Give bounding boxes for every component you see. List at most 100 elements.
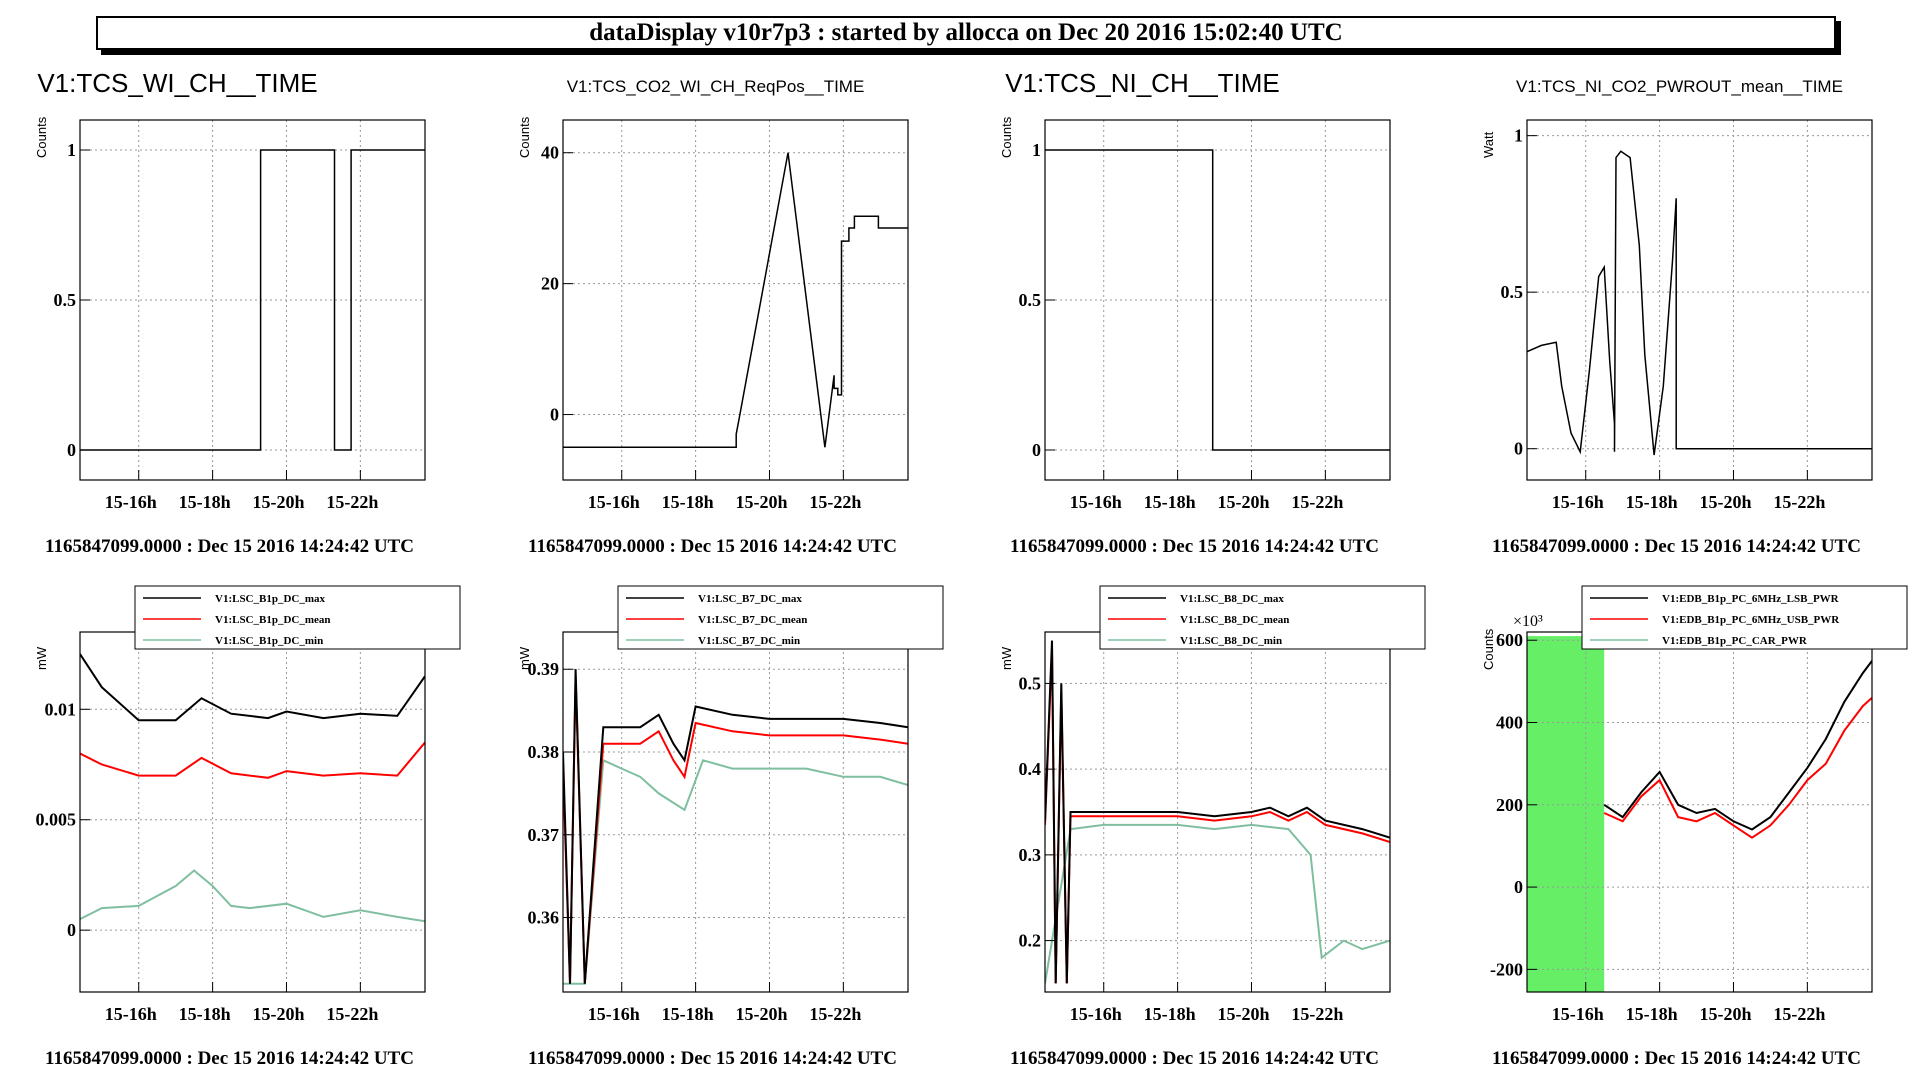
time-footer: 1165847099.0000 : Dec 15 2016 14:24:42 U… bbox=[528, 536, 897, 557]
time-footer: 1165847099.0000 : Dec 15 2016 14:24:42 U… bbox=[1492, 1048, 1861, 1069]
y-tick-label: 0.38 bbox=[528, 742, 560, 762]
time-footer: 1165847099.0000 : Dec 15 2016 14:24:42 U… bbox=[45, 1048, 414, 1069]
y-tick-label: 0.5 bbox=[1019, 673, 1042, 693]
x-tick-label: 15-20h bbox=[1217, 492, 1269, 512]
x-tick-label: 15-16h bbox=[588, 1004, 640, 1024]
series-group bbox=[1045, 149, 1390, 451]
y-tick-label: 0.3 bbox=[1019, 845, 1042, 865]
y-tick-label: 0.39 bbox=[528, 659, 560, 679]
y-exponent-label: ×10³ bbox=[1513, 613, 1543, 630]
y-axis-label: Counts bbox=[1481, 628, 1496, 670]
x-tick-label: 15-16h bbox=[588, 492, 640, 512]
y-tick-label: 0.36 bbox=[528, 908, 560, 928]
y-axis-label: Counts bbox=[999, 116, 1014, 158]
chart-panel-2: V1:TCS_CO2_WI_CH_ReqPos__TIME 0 20 40 15-16h… bbox=[517, 77, 909, 557]
chart-title: V1:TCS_CO2_WI_CH_ReqPos__TIME bbox=[567, 77, 865, 96]
x-tick-label: 15-18h bbox=[1144, 492, 1196, 512]
y-axis-label: mW bbox=[517, 646, 532, 670]
y-tick-label: 0.01 bbox=[45, 699, 77, 719]
y-tick-label: 0 bbox=[67, 440, 76, 460]
x-tick-label: 15-20h bbox=[735, 492, 787, 512]
series-group bbox=[563, 152, 908, 449]
y-axis-label: Watt bbox=[1481, 131, 1496, 158]
series-group bbox=[1045, 640, 1390, 984]
y-tick-label: 0 bbox=[550, 405, 559, 425]
x-tick-label: 15-20h bbox=[252, 492, 304, 512]
x-tick-label: 15-22h bbox=[809, 1004, 861, 1024]
y-tick-label: 1 bbox=[67, 140, 76, 160]
chart-title: V1:TCS_NI_CH__TIME bbox=[1005, 68, 1280, 98]
series-line-V1:LSC_B7_DC_max bbox=[563, 669, 908, 984]
x-tick-label: 15-16h bbox=[105, 492, 157, 512]
y-tick-label: 0 bbox=[1514, 877, 1523, 897]
y-tick-label: 20 bbox=[541, 274, 559, 294]
y-tick-label: 0.005 bbox=[36, 810, 77, 830]
x-tick-label: 15-20h bbox=[735, 1004, 787, 1024]
x-tick-label: 15-18h bbox=[662, 492, 714, 512]
x-tick-label: 15-20h bbox=[1699, 1004, 1751, 1024]
legend-entry: V1:LSC_B8_DC_mean bbox=[1180, 614, 1289, 626]
series-line-data bbox=[80, 149, 425, 451]
x-tick-label: 15-16h bbox=[1070, 1004, 1122, 1024]
series-group bbox=[1527, 150, 1872, 456]
x-tick-label: 15-18h bbox=[662, 1004, 714, 1024]
legend-entry: V1:LSC_B1p_DC_max bbox=[215, 593, 326, 605]
chart-title: V1:TCS_WI_CH__TIME bbox=[37, 68, 317, 98]
chart-title: V1:TCS_NI_CO2_PWROUT_mean__TIME bbox=[1516, 77, 1843, 96]
x-tick-label: 15-18h bbox=[1626, 492, 1678, 512]
y-tick-label: -200 bbox=[1490, 959, 1523, 979]
x-tick-label: 15-22h bbox=[326, 1004, 378, 1024]
y-tick-label: 1 bbox=[1032, 140, 1041, 160]
plot-frame bbox=[562, 631, 909, 993]
x-tick-label: 15-16h bbox=[1552, 492, 1604, 512]
chart-panel-5: 0 0.005 0.01 15-16h 15-18h 15-20h 15-22h mW 1165… bbox=[34, 585, 461, 1069]
legend-entry: V1:EDB_B1p_PC_6MHz_USB_PWR bbox=[1662, 614, 1840, 626]
y-tick-label: 0.4 bbox=[1019, 759, 1042, 779]
chart-panel-3: V1:TCS_NI_CH__TIME 0 0.5 1 15-16h 15-18h 15-20… bbox=[999, 68, 1391, 557]
series-line-V1:LSC_B1p_DC_min bbox=[80, 869, 425, 923]
legend-entry: V1:EDB_B1p_PC_CAR_PWR bbox=[1662, 635, 1808, 647]
time-footer: 1165847099.0000 : Dec 15 2016 14:24:42 U… bbox=[45, 536, 414, 557]
series-line-V1:LSC_B8_DC_min bbox=[1045, 823, 1390, 984]
x-tick-label: 15-22h bbox=[1291, 492, 1343, 512]
legend-entry: V1:LSC_B7_DC_min bbox=[698, 635, 800, 647]
series-group bbox=[563, 669, 908, 985]
y-axis-label: Counts bbox=[34, 116, 49, 158]
y-tick-label: 0.5 bbox=[1501, 282, 1524, 302]
y-tick-label: 400 bbox=[1496, 713, 1523, 733]
y-tick-label: 1 bbox=[1514, 126, 1523, 146]
series-line-V1:LSC_B1p_DC_max bbox=[80, 653, 425, 722]
y-axis-label: mW bbox=[999, 646, 1014, 670]
legend-box bbox=[1099, 585, 1426, 650]
time-footer: 1165847099.0000 : Dec 15 2016 14:24:42 U… bbox=[1010, 536, 1379, 557]
display-banner: dataDisplay v10r7p3 : started by allocca… bbox=[96, 16, 1836, 50]
y-tick-label: 0.37 bbox=[528, 825, 560, 845]
series-line-V1:EDB_B1p_PC_6MHz_LSB_PWR bbox=[1603, 660, 1872, 831]
series-group bbox=[80, 653, 425, 923]
x-tick-label: 15-16h bbox=[105, 1004, 157, 1024]
series-group bbox=[1603, 660, 1872, 839]
time-footer: 1165847099.0000 : Dec 15 2016 14:24:42 U… bbox=[1492, 536, 1861, 557]
y-tick-label: 0.2 bbox=[1019, 931, 1042, 951]
chart-panel-1: V1:TCS_WI_CH__TIME 0 0.5 1 15-16h 15-18h 15-20… bbox=[34, 68, 426, 557]
y-tick-label: 0 bbox=[1514, 439, 1523, 459]
y-axis-label: mW bbox=[34, 646, 49, 670]
legend-entry: V1:LSC_B7_DC_max bbox=[698, 593, 802, 605]
time-footer: 1165847099.0000 : Dec 15 2016 14:24:42 U… bbox=[1010, 1048, 1379, 1069]
y-tick-label: 0.5 bbox=[54, 290, 77, 310]
x-tick-label: 15-18h bbox=[179, 1004, 231, 1024]
legend-entry: V1:LSC_B1p_DC_mean bbox=[215, 614, 331, 626]
time-footer: 1165847099.0000 : Dec 15 2016 14:24:42 U… bbox=[528, 1048, 897, 1069]
series-line-data bbox=[563, 152, 908, 449]
y-axis-label: Counts bbox=[517, 116, 532, 158]
legend-entry: V1:LSC_B7_DC_mean bbox=[698, 614, 807, 626]
y-tick-label: 600 bbox=[1496, 630, 1523, 650]
y-tick-label: 0 bbox=[67, 920, 76, 940]
legend-box bbox=[617, 585, 944, 650]
x-tick-label: 15-22h bbox=[1291, 1004, 1343, 1024]
plot-frame bbox=[562, 119, 909, 481]
x-tick-label: 15-22h bbox=[1773, 492, 1825, 512]
series-line-V1:LSC_B7_DC_min bbox=[563, 758, 908, 985]
series-line-data bbox=[1527, 150, 1872, 456]
